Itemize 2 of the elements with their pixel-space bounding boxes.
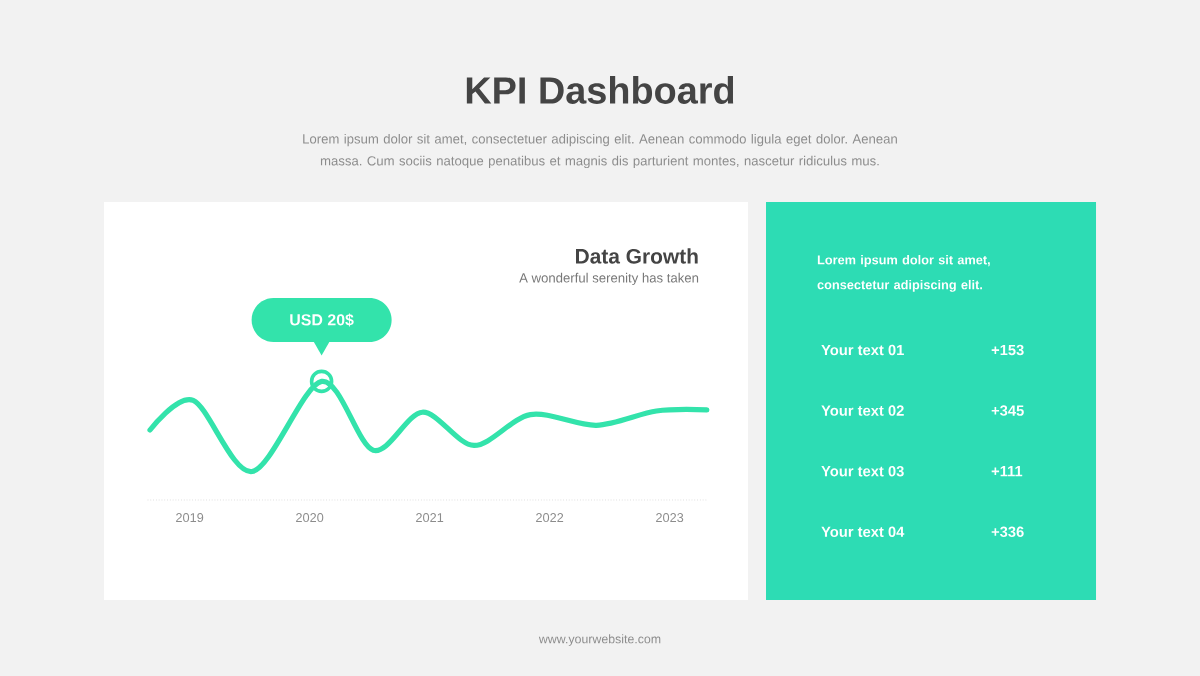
- chart-title: Data Growth: [576, 248, 698, 264]
- text: KPI Dashboard: [466, 76, 734, 104]
